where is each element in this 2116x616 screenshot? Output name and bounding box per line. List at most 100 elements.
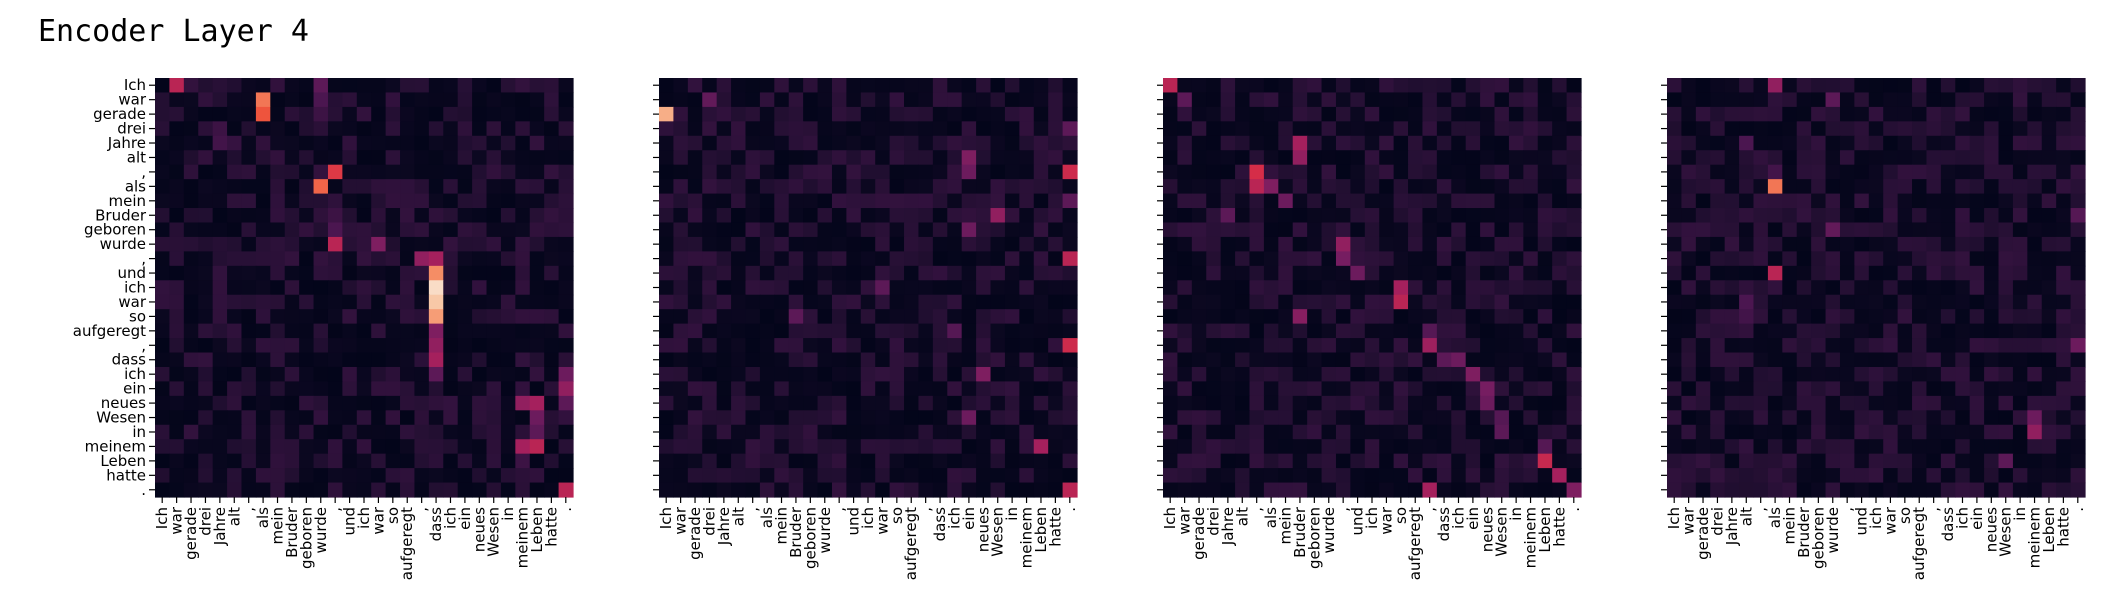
- heatmap-cell: [961, 366, 977, 383]
- heatmap-cell: [1955, 381, 1971, 397]
- heatmap-cell: [904, 323, 920, 339]
- heatmap-cell: [227, 453, 243, 469]
- heatmap-cell: [1523, 468, 1539, 484]
- heatmap-cell: [1379, 135, 1395, 151]
- heatmap-cell: [745, 78, 761, 94]
- heatmap-cell: [1206, 381, 1222, 397]
- heatmap-cell: [1451, 265, 1467, 281]
- heatmap-cell: [1480, 121, 1496, 137]
- x-tick-label: neues: [974, 507, 992, 552]
- heatmap-cell: [702, 395, 718, 411]
- heatmap-cell: [1335, 453, 1351, 469]
- heatmap-cell: [1220, 395, 1236, 411]
- heatmap-cell: [932, 135, 948, 151]
- heatmap-cell: [1263, 410, 1279, 426]
- heatmap-cell: [1710, 323, 1726, 339]
- heatmap-cell: [457, 78, 473, 94]
- heatmap-cell: [1465, 280, 1481, 296]
- heatmap-cell: [1206, 280, 1222, 296]
- heatmap-cell: [544, 468, 560, 484]
- heatmap-cell: [1695, 222, 1711, 238]
- heatmap-cell: [371, 453, 387, 469]
- heatmap-cell: [1883, 236, 1899, 252]
- heatmap-cell: [515, 150, 531, 166]
- heatmap-cell: [875, 208, 891, 224]
- heatmap-cell: [716, 366, 732, 383]
- heatmap-cell: [1004, 439, 1020, 455]
- heatmap-cell: [544, 265, 560, 281]
- heatmap-cell: [1048, 78, 1064, 94]
- heatmap-cell: [241, 453, 257, 469]
- heatmap-cell: [198, 468, 214, 484]
- heatmap-cell: [342, 366, 358, 383]
- heatmap-cell: [904, 222, 920, 238]
- heatmap-cell: [1408, 265, 1424, 281]
- heatmap-cell: [356, 164, 372, 180]
- heatmap-cell: [1494, 78, 1510, 94]
- heatmap-cell: [428, 468, 444, 484]
- heatmap-cell: [327, 352, 343, 368]
- heatmap-cell: [1177, 150, 1193, 166]
- heatmap-cell: [731, 410, 747, 426]
- heatmap-cell: [1897, 453, 1913, 469]
- heatmap-cell: [1897, 294, 1913, 310]
- heatmap-cell: [270, 265, 286, 281]
- heatmap-cell: [1465, 424, 1481, 440]
- heatmap-cell: [385, 468, 401, 484]
- heatmap-cell: [255, 381, 271, 397]
- heatmap-cell: [1897, 381, 1913, 397]
- heatmap-cell: [875, 179, 891, 195]
- heatmap-cell: [1825, 78, 1841, 94]
- x-tick-label: gerade: [182, 507, 200, 560]
- heatmap-cell: [443, 265, 459, 281]
- heatmap-cell: [500, 395, 516, 411]
- heatmap-cell: [1767, 439, 1783, 455]
- heatmap-cell: [817, 309, 833, 325]
- heatmap-cell: [155, 482, 171, 498]
- heatmap-cell: [356, 106, 372, 122]
- heatmap-cell: [759, 251, 775, 267]
- heatmap-cell: [803, 236, 819, 252]
- heatmap-cell: [1897, 482, 1913, 498]
- heatmap-cell: [860, 265, 876, 281]
- heatmap-cell: [1695, 208, 1711, 224]
- heatmap-cell: [227, 222, 243, 238]
- heatmap-cell: [1004, 468, 1020, 484]
- heatmap-cell: [687, 381, 703, 397]
- heatmap-cell: [1062, 150, 1078, 166]
- heatmap-cell: [241, 395, 257, 411]
- heatmap-cell: [486, 309, 502, 325]
- heatmap-cell: [1263, 395, 1279, 411]
- heatmap-cell: [1263, 265, 1279, 281]
- heatmap-cell: [1537, 236, 1553, 252]
- heatmap-cell: [1048, 410, 1064, 426]
- x-tick-label: Ich: [153, 507, 171, 529]
- heatmap-cell: [1724, 395, 1740, 411]
- heatmap-cell: [284, 106, 300, 122]
- heatmap-cell: [1004, 193, 1020, 209]
- heatmap-cell: [831, 193, 847, 209]
- heatmap-cell: [558, 381, 574, 397]
- heatmap-cell: [515, 338, 531, 354]
- heatmap-cell: [875, 468, 891, 484]
- heatmap-cell: [1235, 251, 1251, 267]
- heatmap-cell: [385, 92, 401, 108]
- heatmap-cell: [990, 468, 1006, 484]
- heatmap-cell: [486, 395, 502, 411]
- heatmap-cell: [803, 482, 819, 498]
- x-tick-label: meinem: [514, 507, 532, 568]
- heatmap-cell: [1163, 236, 1179, 252]
- heatmap-cell: [1206, 164, 1222, 180]
- heatmap-cell: [918, 78, 934, 94]
- heatmap-cell: [1335, 222, 1351, 238]
- heatmap-cell: [1753, 439, 1769, 455]
- heatmap-cell: [558, 366, 574, 383]
- heatmap-cell: [1307, 164, 1323, 180]
- heatmap-cell: [500, 280, 516, 296]
- heatmap-cell: [1739, 424, 1755, 440]
- heatmap-cell: [1494, 106, 1510, 122]
- heatmap-cell: [788, 78, 804, 94]
- heatmap-cell: [1782, 439, 1798, 455]
- heatmap-cell: [1767, 280, 1783, 296]
- heatmap-cell: [889, 179, 905, 195]
